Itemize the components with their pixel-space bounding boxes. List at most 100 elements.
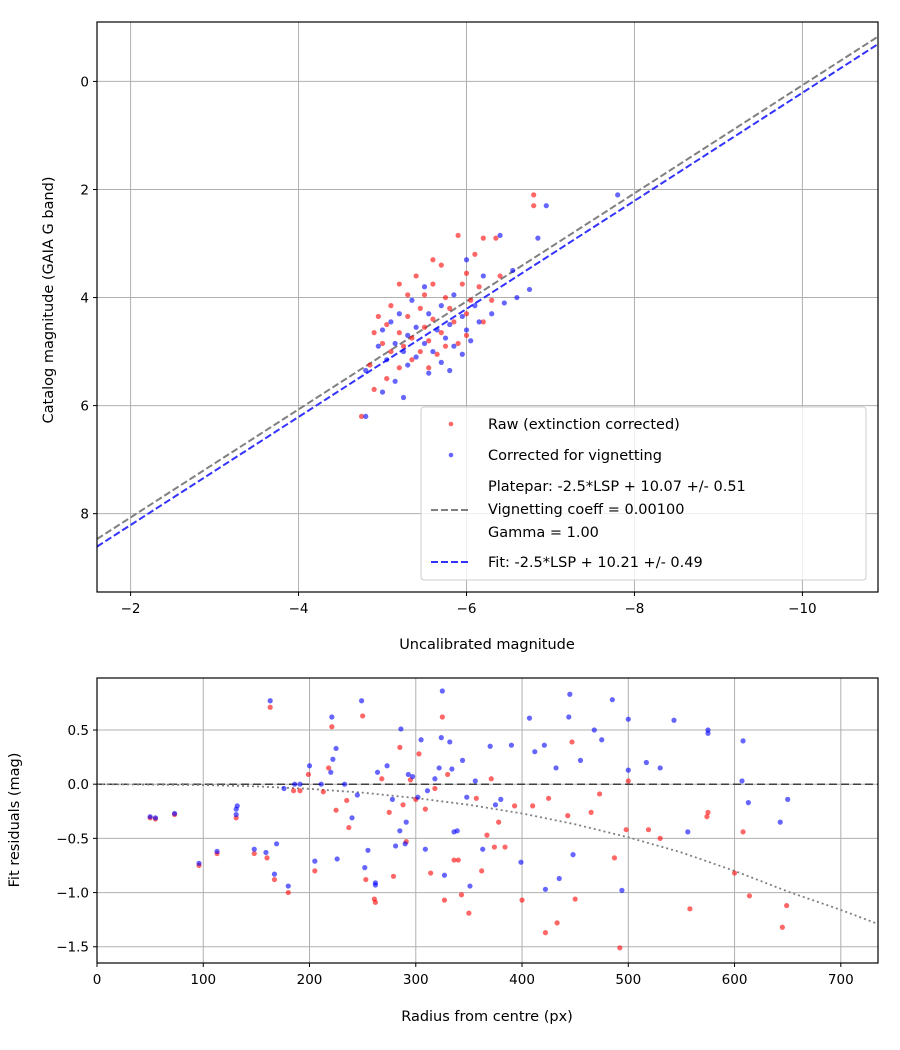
bottom-raw-point [546,795,552,801]
bottom-raw-point [588,809,594,815]
bottom-vignetting-model-line [97,783,878,925]
top-corrected-point [447,321,453,328]
top-corrected-point [421,284,428,290]
top-corrected-point [497,232,503,239]
bottom-plot-frame [96,677,879,964]
legend-raw-marker [448,421,454,427]
top-raw-point [480,235,486,241]
top-corrected-point [442,335,449,341]
top-raw-point [455,340,461,347]
top-raw-point [421,324,428,330]
bottom-corrected-point [271,871,278,877]
top-corrected-point [375,343,381,349]
bottom-corrected-point [358,698,365,704]
bottom-corrected-point [334,856,340,862]
bottom-corrected-point [625,716,631,722]
bottom-raw-point [542,930,549,936]
bottom-raw-point [473,795,479,801]
bottom-raw-point [565,813,571,819]
bottom-x-tick-label: 500 [615,972,641,988]
top-raw-point [434,351,440,357]
top-raw-point [375,313,381,320]
top-raw-point [405,292,411,298]
bottom-raw-point [363,876,369,883]
top-x-tick-label: −8 [625,601,645,617]
top-corrected-point [438,359,444,365]
bottom-corrected-point [459,757,466,763]
top-x-tick-label: −6 [457,601,477,617]
bottom-raw-point [705,809,711,815]
bottom-corrected-point [312,858,318,864]
top-raw-point [430,281,436,287]
bottom-y-tick-label: −0.5 [56,831,89,847]
bottom-corrected-point [152,815,159,821]
bottom-raw-point [445,771,451,778]
top-corrected-point [400,348,407,355]
top-corrected-point [463,257,470,263]
top-corrected-point [426,311,432,317]
top-corrected-point [388,319,394,325]
bottom-corrected-point [542,886,549,892]
top-corrected-point [476,319,482,325]
bottom-corrected-point [365,847,371,853]
legend-corrected-marker [448,452,454,458]
bottom-raw-point [344,797,350,804]
top-corrected-point [430,348,436,355]
top-raw-point [417,305,423,311]
bottom-corrected-point [233,811,239,818]
bottom-raw-point [372,899,378,905]
top-y-axis-label: Catalog magnitude (GAIA G band) [41,177,57,424]
bottom-corrected-point [374,769,381,775]
bottom-raw-point [484,832,490,838]
bottom-data-points [147,688,791,951]
top-x-tick-label: −2 [121,601,141,617]
bottom-y-tick-label: 0.5 [68,723,89,739]
legend-fit-label: Fit: -2.5*LSP + 10.21 +/- 0.49 [488,555,703,571]
top-platepar-line [97,35,878,540]
top-corrected-point [451,292,457,298]
top-raw-point [384,321,390,328]
bottom-raw-point [496,819,502,825]
top-raw-point [413,273,419,279]
top-y-tick-label: 2 [80,182,89,198]
bottom-corrected-point [147,814,153,820]
top-raw-point [442,294,449,301]
bottom-corrected-point [306,763,313,769]
top-x-tick-label: −10 [788,601,817,617]
bottom-raw-point [326,765,332,771]
bottom-x-tick-label: 300 [403,972,429,988]
bottom-corrected-point [449,766,455,772]
bottom-corrected-point [526,715,533,721]
bottom-corrected-point [273,841,280,847]
bottom-raw-point [329,724,335,730]
bottom-corrected-point [349,815,355,821]
bottom-raw-point [488,776,494,782]
top-raw-point [463,270,470,276]
bottom-corrected-point [609,697,615,703]
bottom-corrected-point [447,739,453,745]
bottom-raw-point [479,868,485,874]
top-raw-point [463,311,470,317]
bottom-raw-point [554,920,560,926]
top-raw-point [396,281,402,287]
bottom-raw-point [267,704,273,710]
top-corrected-point [413,324,419,330]
bottom-corrected-point [567,691,573,697]
bottom-raw-point [455,857,461,863]
top-corrected-point [438,303,444,309]
bottom-raw-point [397,744,403,750]
top-corrected-point [480,273,486,279]
top-raw-point [531,203,537,209]
top-fit-lines [97,35,878,548]
bottom-corrected-point [480,846,486,852]
bottom-corrected-point [541,742,547,748]
bottom-corrected-point [285,883,291,889]
bottom-raw-point [519,897,525,903]
bottom-x-tick-label: 700 [828,972,854,988]
bottom-corrected-point [362,865,368,871]
top-raw-point [480,319,486,325]
top-raw-point [430,257,436,263]
top-corrected-point [379,327,386,333]
bottom-raw-point [451,857,457,863]
legend-platepar-line-3: Gamma = 1.00 [488,525,599,541]
